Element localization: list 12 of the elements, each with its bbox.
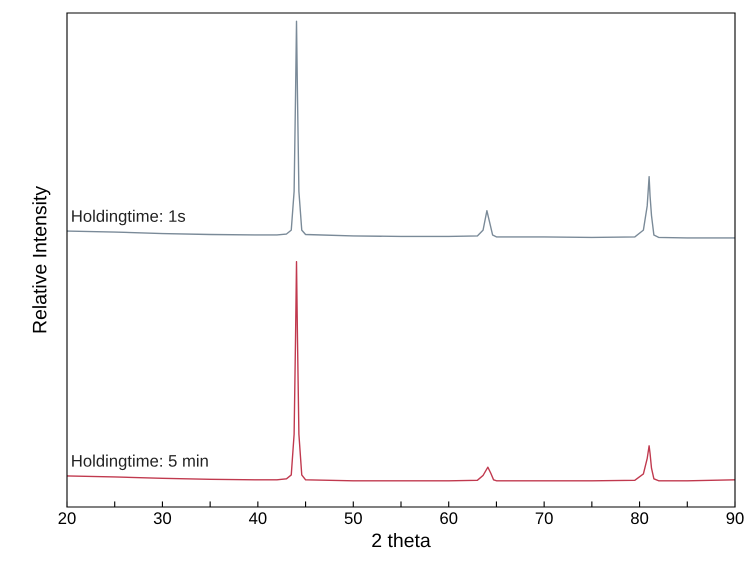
- x-tick-label: 50: [344, 512, 362, 524]
- series-label: Holdingtime: 1s: [72, 210, 186, 226]
- y-axis-title: Relative Intensity: [32, 186, 50, 332]
- series-label: Holdingtime: 5 min: [72, 454, 208, 470]
- x-tick-label: 80: [631, 512, 648, 524]
- x-tick-label: 20: [58, 512, 76, 524]
- x-tick-label: 40: [248, 512, 266, 524]
- x-tick-label: 90: [726, 512, 744, 524]
- x-axis-title: 2 theta: [372, 532, 431, 548]
- x-tick-label: 60: [440, 512, 458, 524]
- x-tick-label: 30: [154, 512, 172, 524]
- x-tick-label: 70: [536, 512, 553, 524]
